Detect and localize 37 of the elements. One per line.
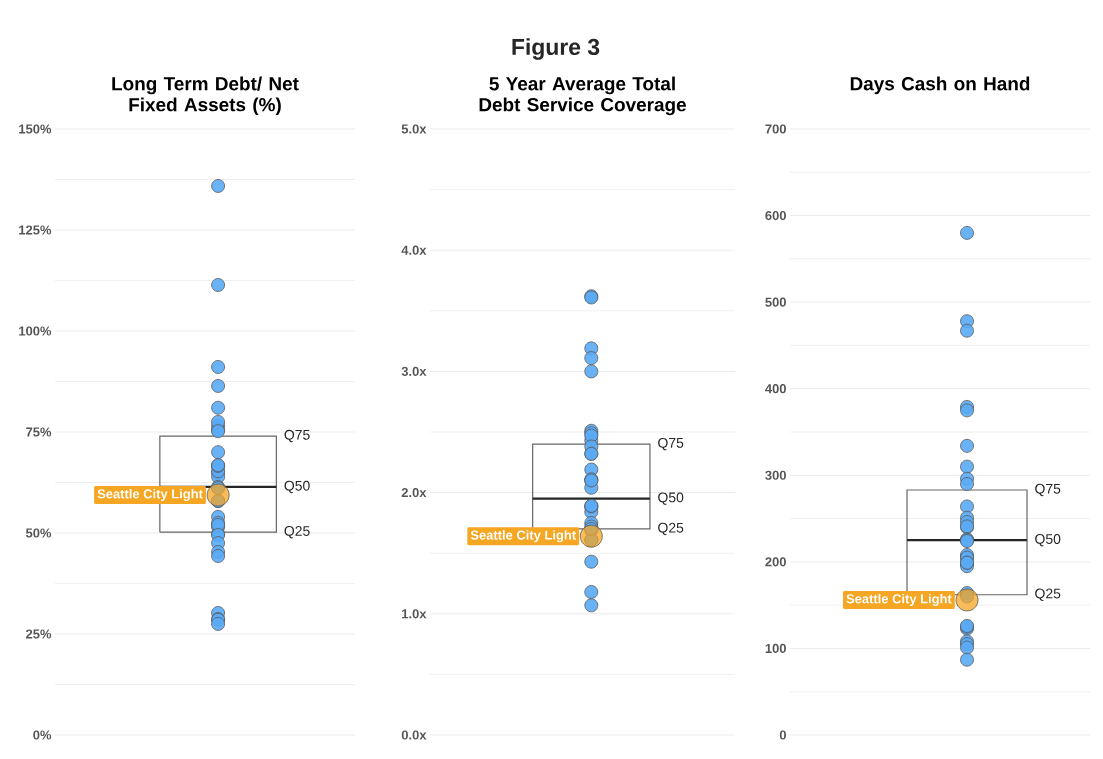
y-tick-label: 300 [765, 470, 786, 480]
chart-title: 5 Year Average Total Debt Service Coverage [479, 76, 686, 116]
y-tick-label: 0.0x [401, 730, 427, 740]
chart-title: Long Term Debt/ Net Fixed Assets (%) [112, 76, 299, 116]
y-tick-label: 200 [765, 557, 786, 567]
y-tick-label: 3.0x [401, 366, 427, 376]
caption: Figure 3 [512, 38, 600, 60]
y-tick-label: 600 [765, 210, 786, 221]
legend-label: Seattle City Light [97, 488, 203, 502]
annotation: Q75 [284, 429, 310, 443]
y-tick-label: 50% [25, 528, 52, 538]
annotation: Q25 [1035, 588, 1061, 601]
legend-label: Seattle City Light [846, 593, 952, 607]
y-tick-label: 75% [26, 427, 52, 437]
annotation: Q25 [658, 522, 684, 536]
y-tick-label: 4.0x [401, 245, 427, 255]
y-tick-label: 0 [779, 730, 786, 740]
annotation: Q50 [658, 492, 684, 505]
y-tick-label: 150% [19, 124, 52, 134]
chart-title: Days Cash on Hand [850, 76, 1030, 95]
annotation: Q75 [658, 437, 684, 451]
y-tick-label: 25% [26, 629, 52, 639]
legend-label: Seattle City Light [470, 530, 576, 543]
y-tick-label: 125% [19, 225, 52, 235]
y-tick-label: 1.0x [402, 609, 427, 619]
y-tick-label: 500 [765, 297, 786, 307]
y-tick-label: 700 [765, 124, 786, 134]
y-tick-label: 0% [33, 730, 52, 740]
y-tick-label: 2.0x [401, 488, 427, 498]
annotation: Q50 [284, 480, 310, 494]
annotation: Q25 [284, 525, 310, 539]
annotation: Q50 [1035, 534, 1061, 547]
annotation: Q75 [1035, 483, 1061, 497]
y-tick-label: 100% [19, 326, 52, 336]
y-tick-label: 400 [765, 384, 786, 394]
y-tick-label: 5.0x [401, 124, 427, 134]
y-tick-label: 100 [765, 643, 786, 654]
